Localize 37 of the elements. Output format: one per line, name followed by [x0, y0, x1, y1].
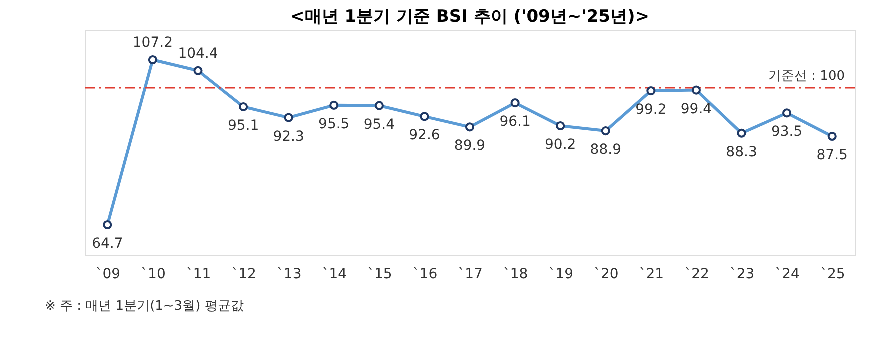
data-label: 107.2 [132, 35, 173, 51]
x-tick-label: `15 [368, 266, 392, 282]
x-tick-label: `11 [186, 266, 212, 282]
x-tick-label: `16 [412, 266, 438, 282]
data-label: 88.9 [590, 142, 622, 158]
data-label: 89.9 [454, 138, 486, 154]
x-tick-label: `09 [96, 266, 121, 282]
x-tick-label: `13 [276, 266, 302, 282]
x-tick-label: `24 [775, 266, 800, 282]
x-tick-label: `22 [684, 266, 710, 282]
data-label: 99.4 [680, 101, 712, 118]
x-tick-label: `25 [820, 266, 846, 282]
data-label: 99.2 [636, 102, 667, 118]
data-label: 95.5 [318, 116, 350, 132]
ref-line-label: 기준선 : 100 [768, 68, 845, 84]
data-label: 92.6 [409, 128, 440, 144]
chart-title: <매년 1분기 기준 BSI 추이 ('09년~'25년)> [290, 7, 650, 27]
x-tick-label: `14 [322, 266, 348, 282]
data-label: 88.3 [726, 144, 758, 160]
data-label: 87.5 [816, 147, 848, 164]
data-label: 104.4 [178, 46, 218, 62]
x-tick-label: `20 [594, 266, 619, 282]
x-tick-label: `17 [458, 266, 483, 282]
x-tick-label: `23 [730, 266, 755, 282]
x-tick-label: `12 [232, 266, 256, 282]
data-label: 95.1 [228, 118, 260, 134]
x-tick-label: `21 [639, 266, 664, 282]
text: ※ 주 : 매년 1분기(1~3월) 평균값 [45, 299, 244, 314]
data-label: 96.1 [500, 114, 531, 130]
x-tick-label: `18 [503, 266, 528, 282]
x-tick-label: `19 [548, 266, 574, 282]
data-label: 95.4 [364, 116, 396, 133]
data-label: 93.5 [771, 124, 803, 140]
x-tick-label: `10 [141, 266, 166, 282]
data-label: 64.7 [92, 236, 124, 252]
data-label: 92.3 [273, 128, 304, 145]
data-label: 90.2 [545, 137, 576, 153]
